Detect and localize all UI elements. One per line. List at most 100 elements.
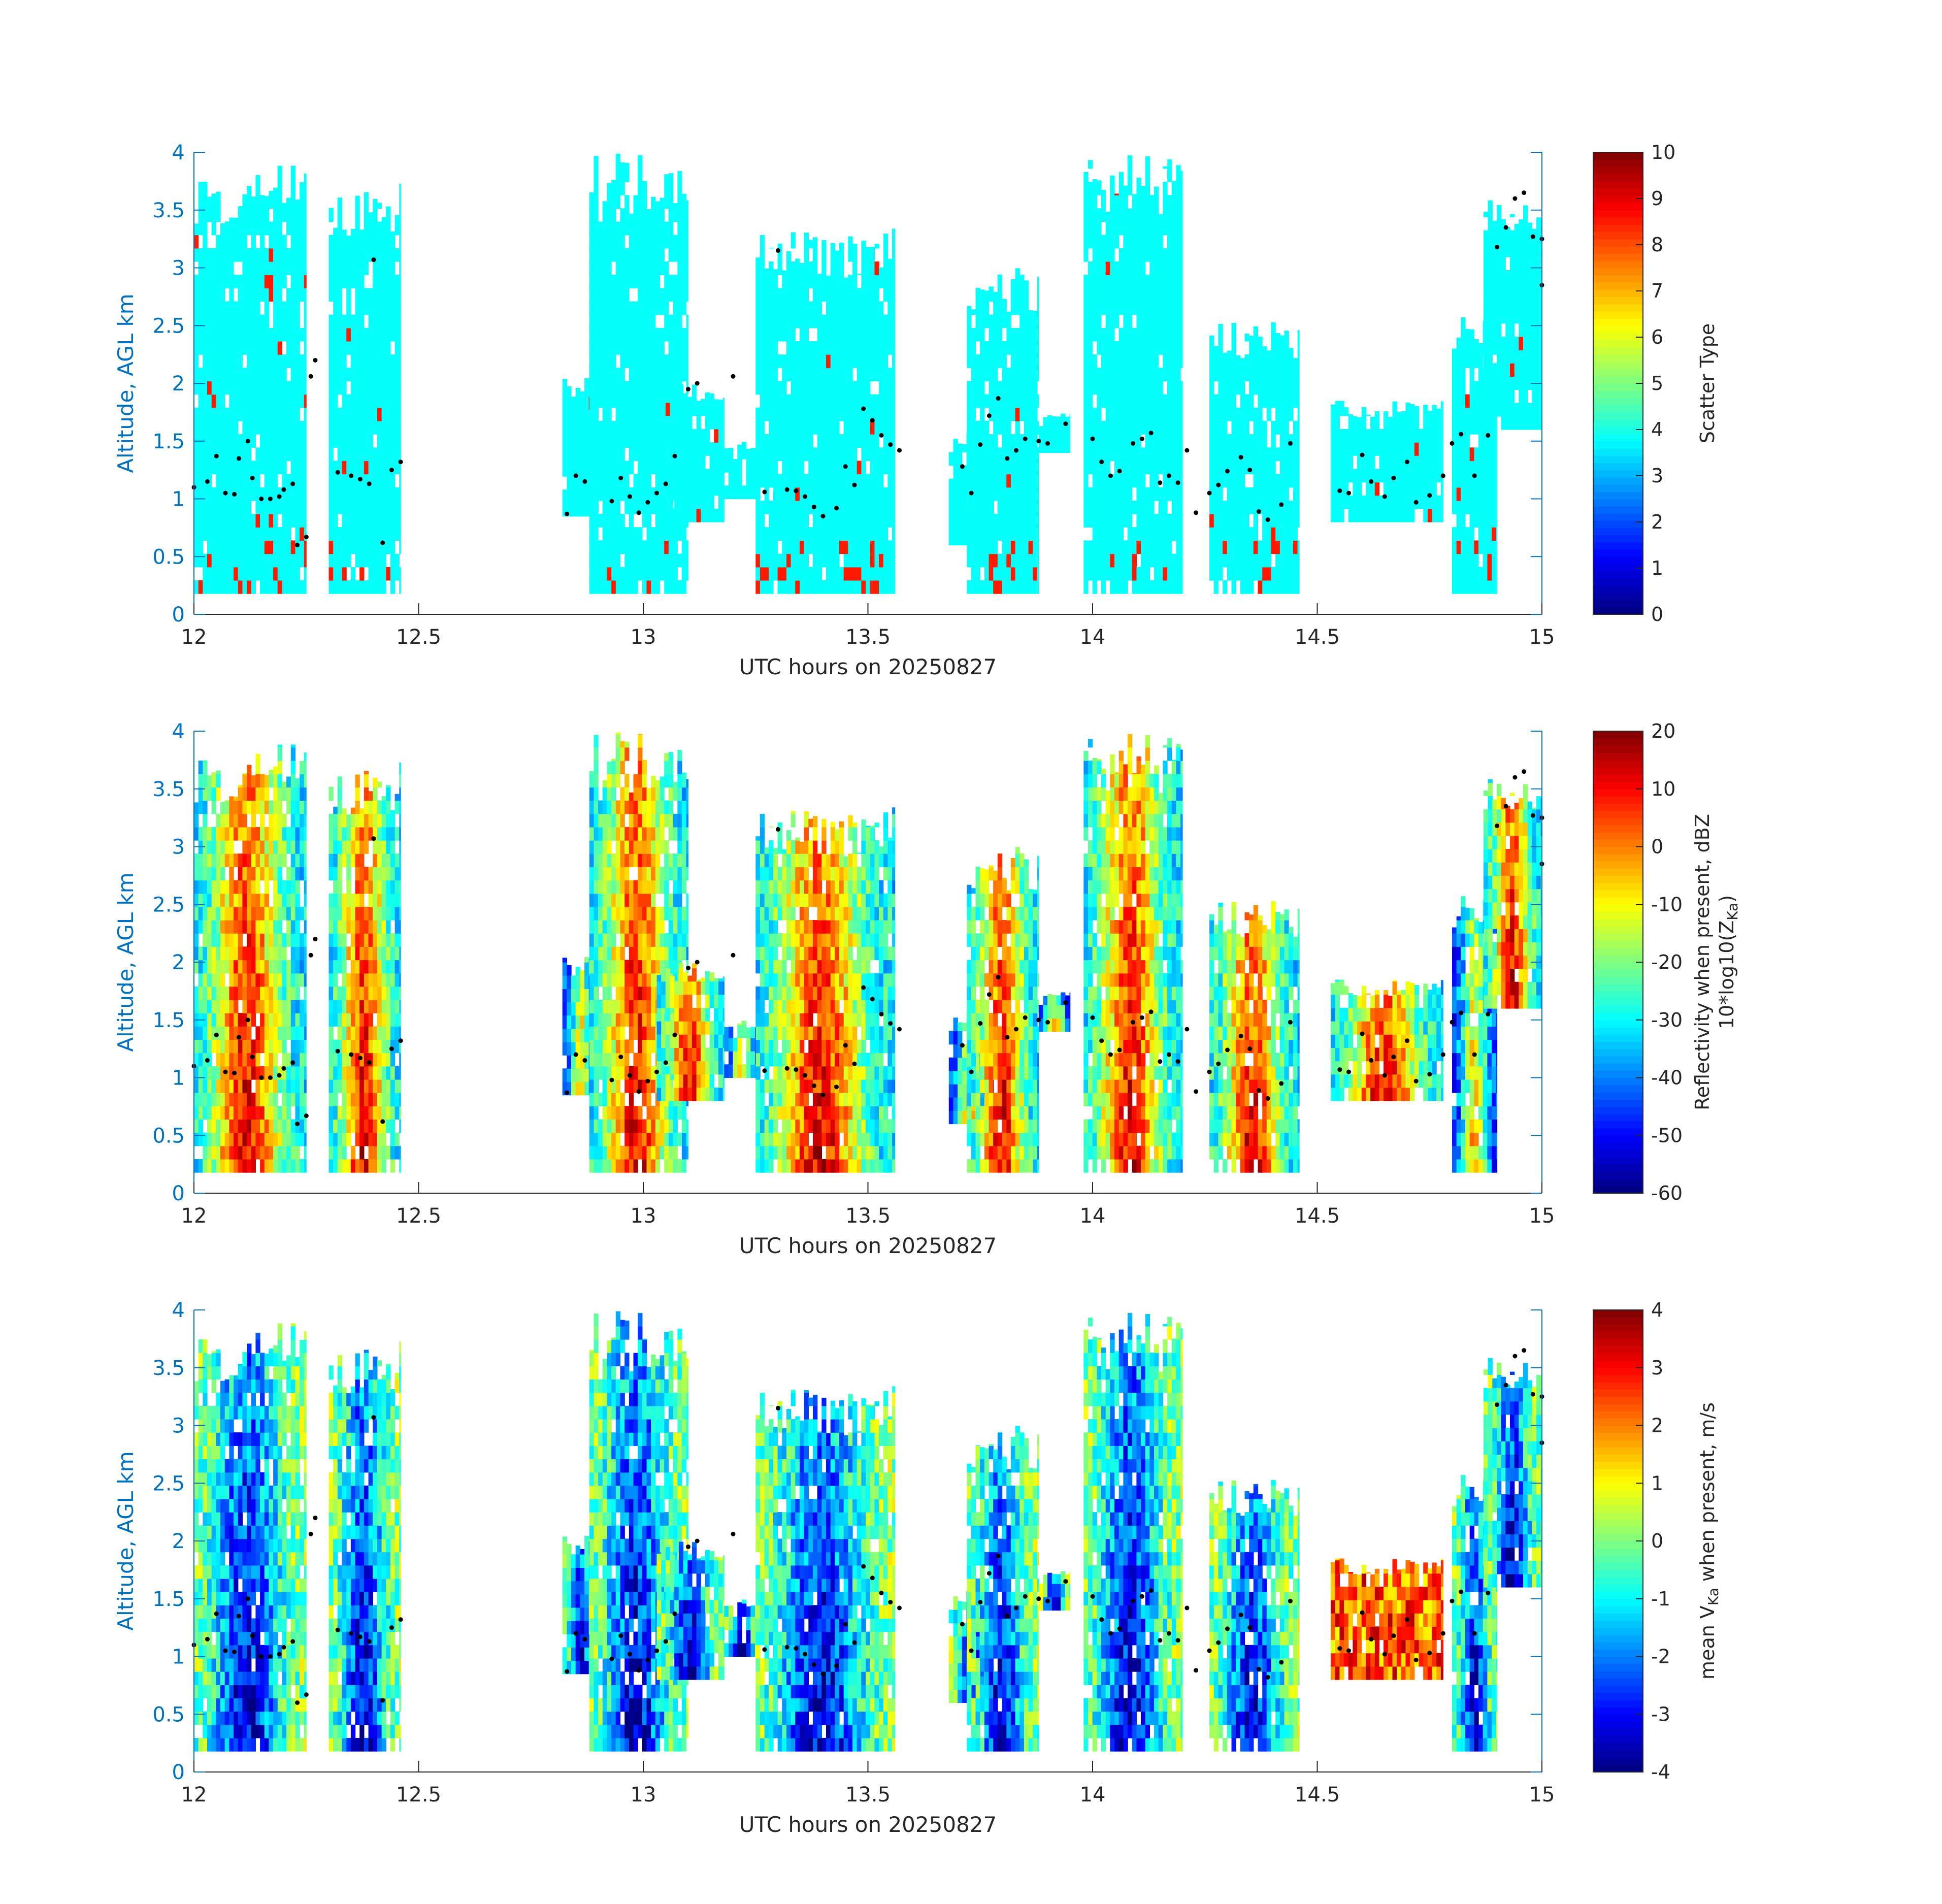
heatmap-cell	[251, 580, 256, 594]
heatmap-cell	[656, 415, 662, 430]
heatmap-cell	[1019, 461, 1025, 475]
heatmap-cell	[350, 394, 356, 408]
heatmap-cell	[390, 407, 396, 421]
heatmap-cell	[620, 275, 625, 288]
heatmap-cell	[971, 309, 976, 315]
heatmap-cell	[804, 514, 809, 528]
heatmap-cell	[1128, 288, 1133, 302]
heatmap-cell	[198, 540, 203, 554]
heatmap-cell	[1419, 429, 1424, 443]
heatmap-cell	[777, 381, 782, 395]
heatmap-cell	[777, 301, 782, 315]
heatmap-cell	[795, 434, 800, 448]
heatmap-cell	[879, 514, 884, 528]
heatmap-cell	[273, 514, 278, 528]
heatmap-cell	[1171, 580, 1177, 594]
heatmap-cell	[224, 567, 229, 581]
heatmap-cell	[229, 368, 234, 382]
heatmap-cell	[1478, 567, 1484, 581]
heatmap-cell	[1024, 280, 1029, 288]
heatmap-cell	[861, 527, 866, 541]
heatmap-cell	[238, 474, 243, 488]
heatmap-cell	[1083, 420, 1089, 435]
heatmap-cell	[1236, 434, 1241, 448]
heatmap-cell	[203, 394, 208, 408]
heatmap-cell	[234, 434, 239, 448]
heatmap-cell	[839, 275, 844, 288]
heatmap-cell	[234, 341, 239, 355]
heatmap-cell	[1171, 195, 1177, 209]
heatmap-cell	[1483, 567, 1488, 581]
heatmap-cell	[655, 288, 661, 302]
heatmap-cell	[260, 567, 265, 581]
heatmap-cell	[234, 218, 239, 222]
heatmap-cell	[795, 354, 800, 368]
heatmap-cell	[1258, 487, 1263, 501]
heatmap-cell	[359, 229, 365, 236]
heatmap-cell	[290, 420, 296, 435]
heatmap-cell	[1440, 455, 1443, 469]
heatmap-cell	[1397, 469, 1402, 483]
heatmap-cell	[683, 393, 688, 403]
heatmap-cell	[1427, 495, 1433, 509]
heatmap-cell	[620, 261, 625, 275]
heatmap-cell	[1136, 301, 1141, 315]
heatmap-cell	[786, 327, 792, 342]
heatmap-cell	[1101, 189, 1106, 195]
heatmap-cell	[1024, 394, 1029, 408]
heatmap-cell	[866, 248, 871, 262]
heatmap-cell	[673, 553, 678, 568]
heatmap-cell	[620, 182, 625, 195]
heatmap-cell	[624, 394, 630, 408]
heatmap-cell	[1483, 363, 1489, 377]
heatmap-cell	[1024, 474, 1029, 488]
heatmap-cell	[866, 261, 871, 275]
heatmap-cell	[242, 553, 247, 568]
heatmap-cell	[1088, 341, 1093, 355]
heatmap-cell	[260, 195, 265, 209]
heatmap-cell	[1167, 553, 1172, 568]
heatmap-cell	[1051, 439, 1057, 453]
heatmap-cell	[580, 489, 585, 504]
heatmap-cell	[203, 368, 208, 382]
heatmap-cell	[611, 354, 616, 368]
heatmap-cell	[769, 540, 774, 554]
heatmap-cell	[1118, 447, 1124, 462]
heatmap-cell	[580, 503, 585, 517]
heatmap-cell	[615, 195, 621, 209]
heatmap-cell	[1028, 434, 1033, 448]
heatmap-cell	[826, 434, 831, 448]
heatmap-cell	[194, 327, 199, 342]
heatmap-cell	[234, 248, 239, 262]
heatmap-cell	[1180, 171, 1183, 182]
heatmap-cell	[633, 407, 638, 421]
heatmap-cell	[373, 553, 378, 568]
heatmap-cell	[773, 434, 778, 448]
heatmap-cell	[975, 500, 980, 514]
heatmap-cell	[686, 235, 689, 249]
heatmap-cell	[1240, 487, 1245, 501]
heatmap-cell	[255, 182, 260, 195]
heatmap-cell	[629, 354, 634, 368]
heatmap-cell	[342, 407, 347, 421]
heatmap-cell	[234, 235, 239, 249]
heatmap-cell	[1158, 394, 1163, 408]
heatmap-cell	[1496, 500, 1498, 514]
heatmap-cell	[857, 420, 862, 435]
heatmap-cell	[1456, 461, 1461, 475]
heatmap-cell	[1456, 514, 1461, 528]
heatmap-cell	[1019, 474, 1025, 488]
heatmap-cell	[975, 514, 980, 528]
heatmap-cell	[1128, 474, 1133, 488]
heatmap-cell	[686, 275, 689, 288]
heatmap-cell	[852, 447, 858, 462]
heatmap-cell	[562, 383, 567, 397]
heatmap-cell	[368, 235, 373, 249]
heatmap-cell	[892, 394, 896, 408]
heatmap-cell	[1483, 389, 1489, 404]
heatmap-cell	[300, 500, 305, 514]
heatmap-cell	[1176, 168, 1181, 182]
heatmap-cell	[870, 327, 875, 342]
heatmap-cell	[251, 301, 256, 315]
heatmap-cell	[1024, 514, 1029, 528]
